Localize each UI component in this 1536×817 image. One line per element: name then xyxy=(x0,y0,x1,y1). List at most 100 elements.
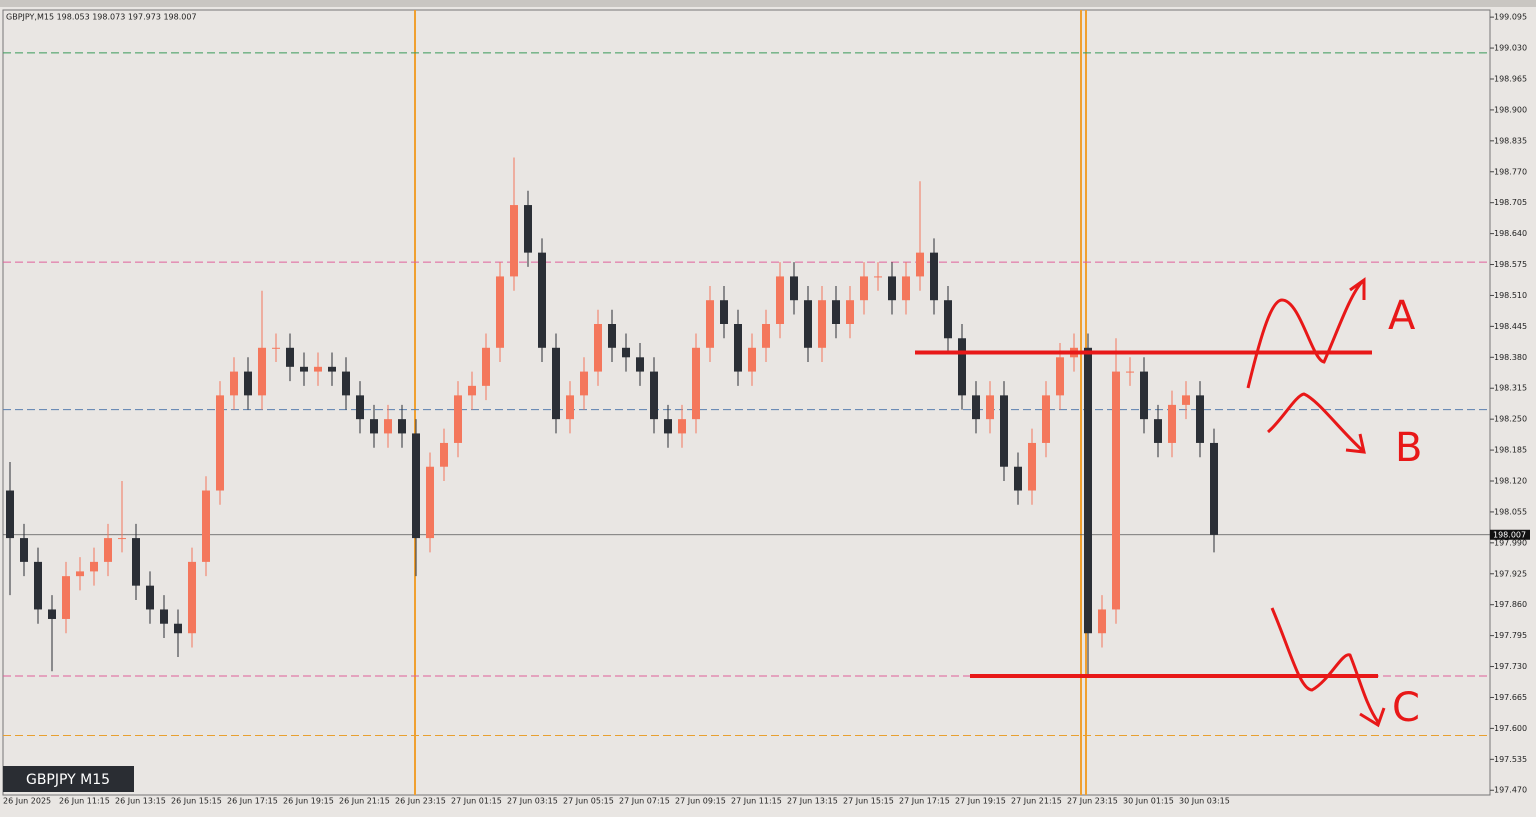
candle-body xyxy=(566,395,574,420)
candle-body xyxy=(552,347,560,420)
candle-body xyxy=(342,371,350,396)
candle-body xyxy=(118,538,126,540)
candle-body xyxy=(524,205,532,253)
candle-body xyxy=(202,490,210,562)
candle-body xyxy=(706,300,714,348)
x-tick-label: 26 Jun 17:15 xyxy=(227,797,278,806)
candle-body xyxy=(230,371,238,396)
candle-body xyxy=(496,276,504,348)
y-tick-label: 197.990 xyxy=(1494,538,1527,547)
candle-body xyxy=(622,347,630,358)
candle-body xyxy=(146,585,154,610)
candle-body xyxy=(510,205,518,277)
candle-body xyxy=(1000,395,1008,467)
x-tick-label: 27 Jun 07:15 xyxy=(619,797,670,806)
candle-body xyxy=(776,276,784,324)
y-tick-label: 198.250 xyxy=(1494,415,1527,424)
x-tick-label: 27 Jun 21:15 xyxy=(1011,797,1062,806)
x-tick-label: 30 Jun 03:15 xyxy=(1179,797,1230,806)
x-tick-label: 26 Jun 2025 xyxy=(3,797,51,806)
symbol-box xyxy=(3,766,134,792)
x-tick-label: 27 Jun 15:15 xyxy=(843,797,894,806)
candle-body xyxy=(258,347,266,396)
y-tick-label: 198.835 xyxy=(1494,136,1527,145)
plot xyxy=(3,52,1490,737)
candle-body xyxy=(104,538,112,562)
candle-body xyxy=(1154,419,1162,443)
y-tick-label: 197.860 xyxy=(1494,600,1527,609)
candle-body xyxy=(62,576,70,619)
x-tick-label: 27 Jun 19:15 xyxy=(955,797,1006,806)
candle-body xyxy=(454,395,462,443)
candle-body xyxy=(20,538,28,562)
candle-body xyxy=(1056,357,1064,396)
candle-body xyxy=(1182,395,1190,405)
last-price-label: 198.007 xyxy=(1493,530,1526,539)
candle-body xyxy=(678,419,686,434)
candle-body xyxy=(286,347,294,367)
annotation: A xyxy=(1388,293,1416,339)
candle-body xyxy=(174,623,182,634)
y-tick-label: 198.705 xyxy=(1494,198,1527,207)
candle-body xyxy=(482,347,490,386)
y-tick-label: 197.730 xyxy=(1494,662,1527,671)
y-tick-label: 198.055 xyxy=(1494,507,1527,516)
toolbar xyxy=(0,0,1536,7)
y-tick-label: 198.445 xyxy=(1494,322,1527,331)
candle-body xyxy=(986,395,994,420)
candle-body xyxy=(1112,371,1120,610)
candle-body xyxy=(398,419,406,434)
candle-body xyxy=(48,609,56,619)
candle-body xyxy=(272,347,280,349)
candle-body xyxy=(440,442,448,467)
y-tick-label: 199.030 xyxy=(1494,44,1527,53)
candle-body xyxy=(580,371,588,396)
candle-body xyxy=(328,366,336,372)
candle-body xyxy=(1028,442,1036,491)
y-tick-label: 198.965 xyxy=(1494,74,1527,83)
candle-body xyxy=(1126,371,1134,373)
candle-body xyxy=(34,561,42,610)
x-tick-label: 26 Jun 15:15 xyxy=(171,797,222,806)
candle-body xyxy=(300,366,308,372)
candle-body xyxy=(930,252,938,301)
x-tick-label: 27 Jun 17:15 xyxy=(899,797,950,806)
y-tick-label: 198.120 xyxy=(1494,477,1527,486)
candle-body xyxy=(132,538,140,586)
y-tick-label: 198.510 xyxy=(1494,291,1527,300)
y-tick-label: 197.665 xyxy=(1494,693,1527,702)
drawings xyxy=(1246,277,1386,728)
candle-body xyxy=(426,466,434,539)
candle-body xyxy=(972,395,980,420)
candle-body xyxy=(1140,371,1148,420)
x-tick-label: 27 Jun 23:15 xyxy=(1067,797,1118,806)
candle-body xyxy=(538,252,546,348)
candle-body xyxy=(314,366,322,372)
candle-body xyxy=(1014,466,1022,491)
x-tick-label: 27 Jun 03:15 xyxy=(507,797,558,806)
chart-title: GBPJPY,M15 198.053 198.073 197.973 198.0… xyxy=(6,13,197,22)
candle-body xyxy=(916,252,924,277)
x-tick-label: 27 Jun 09:15 xyxy=(675,797,726,806)
y-tick-label: 197.600 xyxy=(1494,724,1527,733)
candle-body xyxy=(790,276,798,301)
x-tick-label: 27 Jun 11:15 xyxy=(731,797,782,806)
symbol-label: GBPJPY M15 xyxy=(26,772,110,788)
candle-body xyxy=(636,357,644,372)
x-tick-label: 27 Jun 05:15 xyxy=(563,797,614,806)
last-price-box xyxy=(1490,529,1530,540)
candle-body xyxy=(692,347,700,420)
candle-body xyxy=(748,347,756,372)
x-tick-label: 26 Jun 23:15 xyxy=(395,797,446,806)
y-tick-label: 198.640 xyxy=(1494,229,1527,238)
x-tick-label: 26 Jun 11:15 xyxy=(59,797,110,806)
candle-body xyxy=(384,419,392,434)
candle-body xyxy=(944,300,952,339)
candle-body xyxy=(1084,347,1092,634)
arrow-b xyxy=(1267,392,1366,454)
y-tick-label: 197.925 xyxy=(1494,569,1527,578)
x-tick-label: 27 Jun 13:15 xyxy=(787,797,838,806)
candle-body xyxy=(90,561,98,572)
candle-body xyxy=(818,300,826,348)
